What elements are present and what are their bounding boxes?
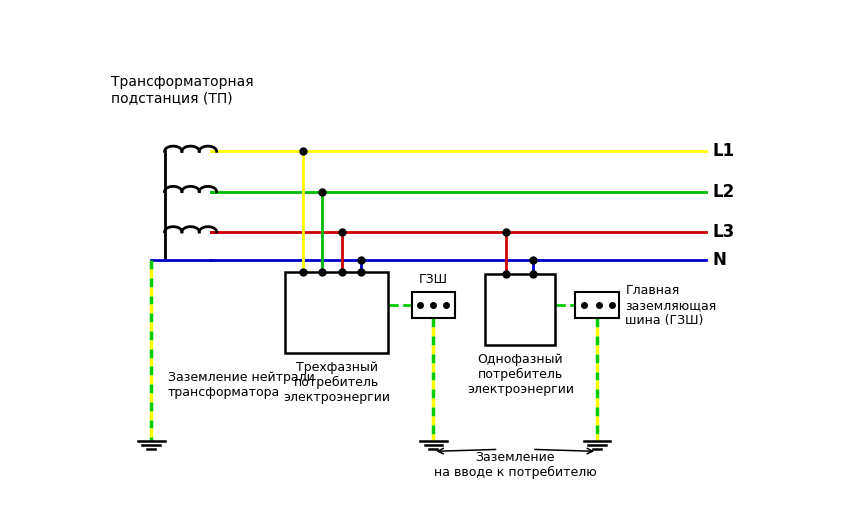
Text: L1: L1 xyxy=(711,142,734,161)
Bar xyxy=(575,292,618,319)
Text: Трехфазный
потребитель
электроэнергии: Трехфазный потребитель электроэнергии xyxy=(282,361,390,404)
Text: Однофазный
потребитель
электроэнергии: Однофазный потребитель электроэнергии xyxy=(466,353,573,396)
Text: L3: L3 xyxy=(711,223,734,241)
Text: L2: L2 xyxy=(711,183,734,201)
Text: ГЗШ: ГЗШ xyxy=(418,273,448,286)
Bar xyxy=(485,274,554,345)
Bar xyxy=(284,272,388,353)
Text: Трансформаторная
подстанция (ТП): Трансформаторная подстанция (ТП) xyxy=(111,75,253,105)
Text: Заземление нейтрали
трансформатора: Заземление нейтрали трансформатора xyxy=(168,371,314,399)
Text: N: N xyxy=(711,251,725,269)
Bar xyxy=(412,292,455,319)
Text: Главная
заземляющая
шина (ГЗШ): Главная заземляющая шина (ГЗШ) xyxy=(625,284,715,327)
Text: Заземление
на вводе к потребителю: Заземление на вводе к потребителю xyxy=(433,451,596,480)
